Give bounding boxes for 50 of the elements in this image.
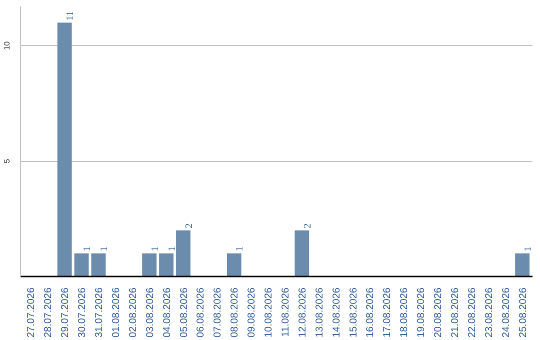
x-tick-label: 10.08.2026: [264, 287, 275, 338]
y-tick-label: 10: [2, 40, 12, 50]
data-label: 1: [150, 246, 161, 252]
x-tick-label: 08.08.2026: [230, 287, 241, 338]
data-label: 2: [184, 223, 195, 228]
x-tick-label: 01.08.2026: [110, 287, 122, 338]
x-tick-label: 12.08.2026: [297, 287, 308, 338]
data-label: 11: [65, 11, 76, 21]
x-tick-label: 18.08.2026: [399, 287, 410, 338]
x-tick-label: 09.08.2026: [246, 287, 258, 338]
data-label: 1: [82, 246, 94, 252]
data-label: 1: [98, 246, 110, 252]
y-tick-label: 5: [2, 158, 12, 164]
x-tick-label: 04.08.2026: [162, 287, 173, 338]
x-tick-label: 22.08.2026: [466, 287, 478, 338]
bar: [176, 230, 190, 276]
x-tick-label: 03.08.2026: [144, 287, 156, 338]
x-tick-label: 25.08.2026: [518, 287, 529, 338]
data-label: 2: [302, 223, 314, 228]
x-tick-label: 17.08.2026: [382, 287, 394, 338]
bar: [57, 22, 72, 276]
bar: [226, 253, 242, 276]
x-tick-label: 28.07.2026: [43, 287, 54, 338]
data-label: 1: [522, 246, 534, 252]
bar: [159, 253, 174, 276]
x-tick-label: 21.08.2026: [450, 287, 462, 338]
x-tick-label: 06.08.2026: [196, 287, 207, 338]
bar: [91, 253, 106, 276]
x-tick-label: 02.08.2026: [128, 287, 139, 338]
x-tick-label: 29.07.2026: [60, 287, 72, 338]
x-tick-label: 05.08.2026: [178, 287, 190, 338]
x-tick-label: 23.08.2026: [484, 287, 495, 338]
bar: [74, 253, 89, 276]
x-tick-label: 16.08.2026: [365, 287, 376, 338]
x-tick-label: 07.08.2026: [212, 287, 224, 338]
data-label: 1: [234, 246, 246, 252]
x-tick-label: 27.07.2026: [26, 287, 38, 338]
x-tick-label: 20.08.2026: [433, 287, 444, 338]
x-tick-label: 15.08.2026: [348, 287, 360, 338]
x-tick-label: 30.07.2026: [77, 287, 88, 338]
x-tick-label: 13.08.2026: [314, 287, 326, 338]
bar: [294, 230, 310, 276]
bar: [515, 253, 530, 276]
x-tick-label: 11.08.2026: [280, 287, 292, 337]
x-tick-label: 31.07.2026: [94, 287, 105, 338]
x-tick-label: 19.08.2026: [416, 287, 428, 338]
bar: [142, 253, 157, 276]
data-label: 1: [166, 246, 178, 252]
x-tick-label: 14.08.2026: [331, 287, 342, 338]
x-tick-label: 24.08.2026: [500, 287, 512, 338]
